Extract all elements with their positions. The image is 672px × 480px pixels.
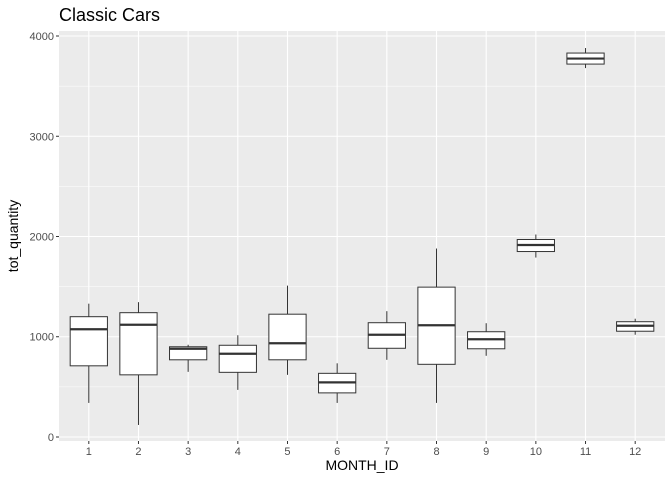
x-tick-label: 7 bbox=[384, 446, 390, 458]
box-2 bbox=[119, 312, 158, 376]
x-tick-label: 9 bbox=[483, 446, 489, 458]
x-tick-label: 11 bbox=[580, 446, 591, 458]
y-tick-label: 4000 bbox=[30, 31, 54, 43]
boxes bbox=[69, 48, 655, 425]
y-tick-label: 0 bbox=[48, 432, 54, 444]
x-tick-label: 5 bbox=[284, 446, 290, 458]
x-tick-label: 8 bbox=[433, 446, 439, 458]
x-tick-label: 2 bbox=[135, 446, 141, 458]
x-axis: 1 2 3 4 5 6 7 8 9 10 11 12 bbox=[86, 441, 641, 458]
x-tick-label: 6 bbox=[334, 446, 340, 458]
y-axis-label: tot_quantity bbox=[5, 200, 21, 272]
x-tick-label: 12 bbox=[629, 446, 641, 458]
x-axis-label: MONTH_ID bbox=[325, 457, 398, 473]
x-tick-label: 1 bbox=[86, 446, 92, 458]
box-3 bbox=[169, 346, 208, 361]
grid-minor bbox=[59, 85, 665, 388]
x-tick-label: 3 bbox=[185, 446, 191, 458]
y-tick-label: 3000 bbox=[30, 131, 54, 143]
box-5 bbox=[268, 313, 307, 361]
box-4 bbox=[218, 344, 257, 373]
box-1 bbox=[69, 316, 108, 367]
x-tick-label: 4 bbox=[235, 446, 241, 458]
x-tick-label: 10 bbox=[530, 446, 542, 458]
y-tick-label: 2000 bbox=[30, 232, 54, 244]
chart-title: Classic Cars bbox=[59, 5, 160, 25]
y-tick-label: 1000 bbox=[30, 332, 54, 344]
y-axis: 0 1000 2000 3000 4000 bbox=[30, 31, 59, 444]
